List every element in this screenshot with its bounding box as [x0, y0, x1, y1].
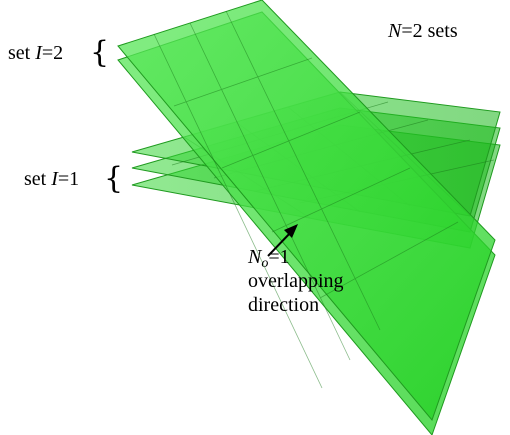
overlap-text-line3: direction: [248, 294, 320, 316]
set2-brace: {: [90, 35, 110, 70]
sets-count-label: N=2 sets: [388, 20, 458, 42]
set2-plane-front: [117, 0, 496, 421]
set2-label: set I=2: [8, 42, 64, 64]
overlap-arrow: [267, 224, 298, 257]
overlap-text-line2: overlapping: [248, 270, 344, 292]
overlap-count-label: No=1: [248, 246, 290, 271]
set1-label: set I=1: [24, 168, 80, 190]
set1-brace: {: [104, 161, 124, 196]
set2-grid: [153, 10, 459, 389]
